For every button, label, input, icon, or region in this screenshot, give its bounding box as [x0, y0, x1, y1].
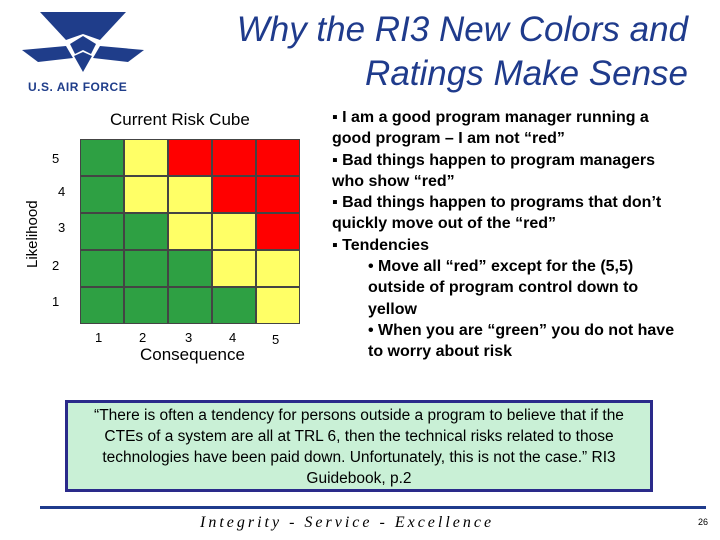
- bullet-item: • Move all “red” except for the (5,5) ou…: [368, 258, 639, 318]
- y-tick-1: 1: [52, 294, 60, 309]
- x-tick-4: 4: [229, 330, 237, 345]
- y-tick-2: 2: [52, 258, 60, 273]
- risk-cell-2-1: [80, 250, 124, 287]
- risk-cell-5-5: [256, 139, 300, 176]
- y-tick-5: 5: [52, 151, 60, 166]
- x-tick-5: 5: [272, 332, 280, 347]
- risk-cell-2-5: [256, 250, 300, 287]
- risk-cube-grid: [80, 139, 300, 324]
- risk-cell-2-3: [168, 250, 212, 287]
- logo-text: U.S. AIR FORCE: [28, 80, 128, 94]
- risk-cell-1-1: [80, 287, 124, 324]
- risk-cell-4-4: [212, 176, 256, 213]
- risk-cell-2-2: [124, 250, 168, 287]
- x-tick-2: 2: [139, 330, 147, 345]
- x-axis-label: Consequence: [140, 345, 245, 364]
- y-axis-label: Likelihood: [24, 200, 41, 268]
- bullet-item: ▪ I am a good program manager running a …: [332, 109, 649, 148]
- footer-motto: Integrity - Service - Excellence: [200, 514, 495, 531]
- risk-cell-3-2: [124, 213, 168, 250]
- risk-cell-3-3: [168, 213, 212, 250]
- title-line-2: Ratings Make Sense: [365, 54, 688, 93]
- bullet-item: • When you are “green” you do not have t…: [368, 321, 675, 361]
- risk-cell-3-4: [212, 213, 256, 250]
- risk-cell-5-4: [212, 139, 256, 176]
- air-force-logo: [18, 6, 148, 98]
- risk-cell-1-5: [256, 287, 300, 324]
- slide-title: Why the RI3 New Colors and Ratings Make …: [190, 8, 688, 96]
- risk-cell-4-2: [124, 176, 168, 213]
- air-force-wings-icon: [22, 12, 144, 72]
- risk-cell-4-5: [256, 176, 300, 213]
- page-number: 26: [698, 517, 709, 527]
- risk-cell-5-3: [168, 139, 212, 176]
- risk-cell-4-1: [80, 176, 124, 213]
- y-tick-3: 3: [58, 220, 66, 235]
- risk-cell-1-3: [168, 287, 212, 324]
- bullet-item: ▪ Bad things happen to programs that don…: [332, 194, 662, 233]
- risk-cell-1-2: [124, 287, 168, 324]
- bullet-list: ▪ I am a good program manager running a …: [332, 107, 682, 363]
- title-line-1: Why the RI3 New Colors and: [236, 10, 688, 49]
- risk-cell-5-1: [80, 139, 124, 176]
- y-tick-4: 4: [58, 184, 66, 199]
- bullet-item: ▪ Bad things happen to program managers …: [332, 151, 656, 190]
- footer-rule: [40, 506, 706, 509]
- x-tick-3: 3: [185, 330, 193, 345]
- x-tick-1: 1: [95, 330, 103, 345]
- risk-cell-5-2: [124, 139, 168, 176]
- risk-cell-3-5: [256, 213, 300, 250]
- bullet-item: ▪ Tendencies: [332, 236, 429, 254]
- risk-cube-title: Current Risk Cube: [110, 110, 250, 129]
- risk-cell-1-4: [212, 287, 256, 324]
- guidebook-quote: “There is often a tendency for persons o…: [65, 400, 653, 492]
- risk-cell-4-3: [168, 176, 212, 213]
- risk-cell-2-4: [212, 250, 256, 287]
- risk-cell-3-1: [80, 213, 124, 250]
